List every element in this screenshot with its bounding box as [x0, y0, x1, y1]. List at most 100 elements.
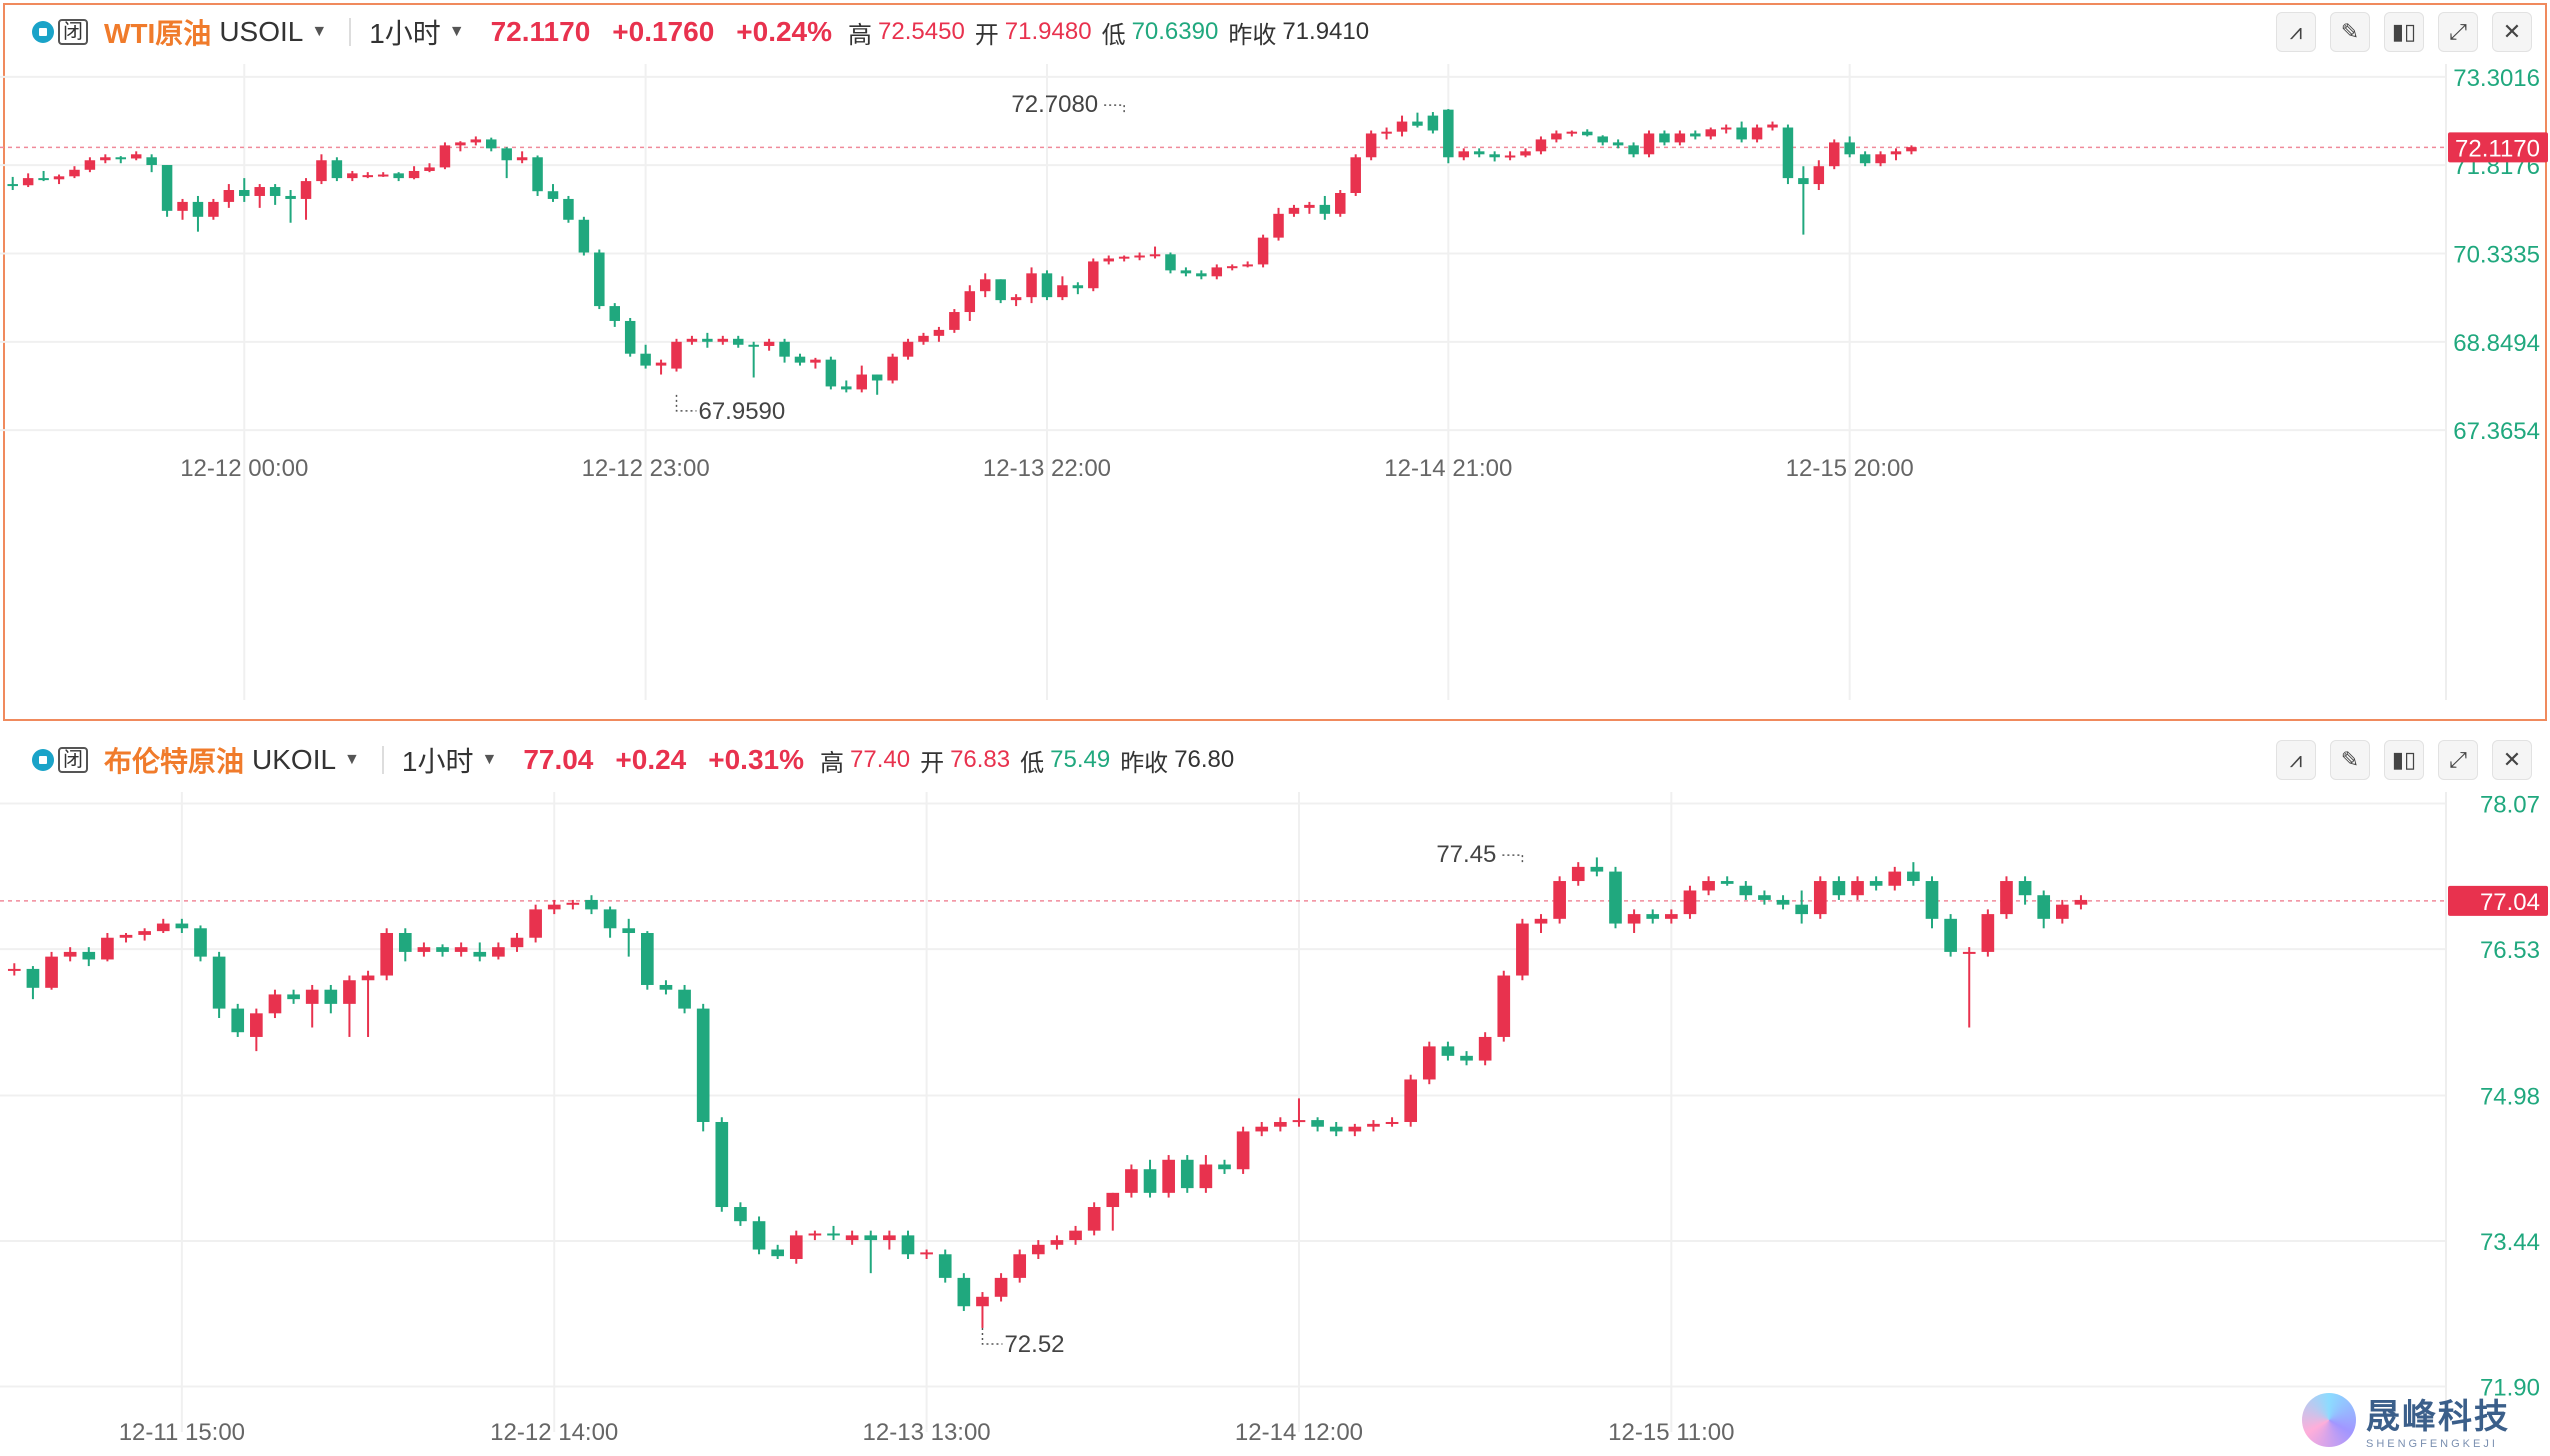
candle-body — [1013, 1254, 1027, 1278]
expand-icon[interactable]: ⤢ — [2438, 740, 2478, 780]
max-marker-line — [1500, 854, 1524, 863]
candle-style-icon[interactable]: ▮▯ — [2384, 740, 2424, 780]
candle-body — [1311, 1120, 1324, 1127]
candle-body — [825, 359, 837, 387]
draw-icon[interactable]: ✎ — [2330, 740, 2370, 780]
y-tick-label: 70.3335 — [2453, 241, 2540, 268]
candle-body — [393, 173, 404, 179]
candle-body — [856, 374, 867, 390]
wti-candlestick-chart[interactable]: 73.301671.817670.333568.849467.365412-12… — [0, 64, 2550, 724]
candle-body — [69, 169, 80, 177]
candle-body — [1180, 1159, 1194, 1189]
candle-body — [1859, 154, 1871, 164]
candle-body — [100, 157, 111, 161]
interval-selector[interactable]: 1小时 — [401, 746, 474, 777]
candle-body — [918, 335, 929, 342]
market-status-icon — [32, 749, 54, 771]
chart-toolbar: ⩘ ✎ ▮▯ ⤢ ✕ — [2276, 740, 2532, 780]
candle-body — [2074, 899, 2088, 905]
open-value: 76.83 — [950, 746, 1011, 773]
open-label: 开 — [974, 21, 999, 49]
candle-body — [510, 937, 524, 948]
brent-candlestick-chart[interactable]: 78.07 76.53 74.98 73.44 71.90 12-11 15:00 12-1… — [0, 792, 2550, 1456]
indicator-icon[interactable]: ⩘ — [2276, 12, 2316, 52]
candle-body — [641, 933, 654, 985]
candle-body — [979, 279, 991, 292]
close-icon[interactable]: ✕ — [2492, 12, 2532, 52]
symbol-chevron-down-icon[interactable]: ▼ — [344, 751, 360, 768]
min-marker-label: 67.9590 — [698, 398, 785, 425]
x-tick-label: 12-12 00:00 — [180, 455, 308, 482]
candle-body — [223, 190, 235, 202]
candle-body — [287, 994, 300, 1000]
candle-style-icon[interactable]: ▮▯ — [2384, 12, 2424, 52]
candle-body — [1571, 866, 1585, 882]
interval-chevron-down-icon[interactable]: ▼ — [481, 751, 498, 768]
instrument-name[interactable]: WTI原油 — [104, 18, 212, 49]
chart-header: 闭 布伦特原油 UKOIL ▼ 1小时 ▼ 77.04 +0.24 +0.31%… — [0, 728, 2550, 792]
interval-selector[interactable]: 1小时 — [369, 18, 441, 49]
candle-body — [1795, 904, 1808, 915]
header-divider — [381, 746, 384, 774]
brent-chart-panel: 闭 布伦特原油 UKOIL ▼ 1小时 ▼ 77.04 +0.24 +0.31%… — [0, 728, 2550, 1456]
candle-body — [473, 951, 487, 957]
last-price: 77.04 — [523, 744, 594, 775]
candle-body — [1381, 131, 1392, 134]
candle-body — [920, 1252, 933, 1255]
interval-chevron-down-icon[interactable]: ▼ — [448, 23, 465, 40]
instrument-symbol[interactable]: USOIL — [219, 16, 304, 47]
candle-body — [1069, 1230, 1082, 1241]
candle-body — [239, 190, 250, 196]
candle-body — [1143, 1169, 1157, 1193]
candle-body — [1832, 881, 1846, 896]
candle-body — [1199, 1164, 1213, 1189]
candle-body — [808, 1233, 822, 1236]
candle-body — [1348, 1126, 1362, 1132]
candle-body — [547, 904, 561, 910]
close-icon[interactable]: ✕ — [2492, 740, 2532, 780]
candle-body — [1520, 151, 1531, 156]
candle-body — [1427, 115, 1439, 131]
instrument-symbol[interactable]: UKOIL — [252, 744, 337, 775]
candle-body — [933, 329, 945, 336]
draw-icon[interactable]: ✎ — [2330, 12, 2370, 52]
candle-body — [1350, 157, 1361, 193]
expand-icon[interactable]: ⤢ — [2438, 12, 2478, 52]
candle-body — [7, 968, 21, 971]
price-change: +0.24 — [615, 744, 687, 775]
candle-body — [1489, 154, 1500, 158]
candle-body — [380, 933, 394, 976]
candle-body — [1319, 204, 1331, 214]
candle-body — [532, 157, 543, 192]
candle-body — [470, 139, 482, 143]
x-tick-label: 12-15 20:00 — [1786, 455, 1914, 482]
x-tick-label: 12-14 12:00 — [1235, 1419, 1363, 1446]
candle-body — [594, 252, 605, 307]
candle-body — [156, 923, 170, 932]
candle-body — [324, 989, 338, 1004]
candle-body — [810, 359, 821, 363]
candle-body — [250, 1013, 263, 1037]
symbol-chevron-down-icon[interactable]: ▼ — [311, 23, 328, 40]
candle-body — [2000, 881, 2013, 915]
instrument-name[interactable]: 布伦特原油 — [104, 746, 245, 777]
candle-body — [1162, 1159, 1175, 1193]
max-marker-label: 77.45 — [1436, 841, 1496, 868]
candle-body — [1255, 1126, 1269, 1132]
candle-body — [1981, 914, 1995, 952]
candle-body — [1026, 273, 1037, 298]
candle-body — [1257, 237, 1269, 265]
candle-body — [845, 1235, 859, 1241]
candle-body — [1125, 1169, 1138, 1193]
low-label: 低 — [1020, 749, 1045, 777]
watermark: 晟峰科技 SHENGFENGKEJI — [2302, 1389, 2510, 1450]
candle-body — [994, 1277, 1008, 1297]
candle-body — [1612, 142, 1624, 146]
candle-body — [1304, 204, 1315, 208]
candle-body — [1646, 914, 1660, 919]
x-tick-label: 12-11 15:00 — [119, 1419, 245, 1446]
candle-body — [436, 947, 449, 952]
candle-body — [1441, 1046, 1455, 1056]
indicator-icon[interactable]: ⩘ — [2276, 740, 2316, 780]
candle-body — [1590, 866, 1604, 872]
